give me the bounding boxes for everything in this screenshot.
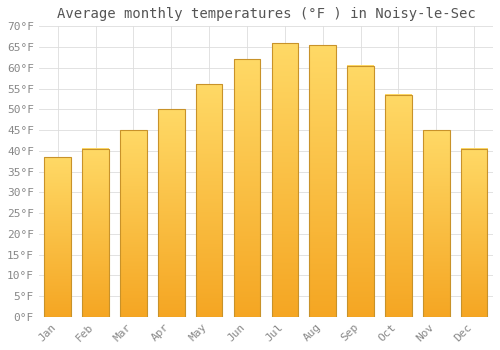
Bar [158,109,184,317]
Title: Average monthly temperatures (°F ) in Noisy-le-Sec: Average monthly temperatures (°F ) in No… [56,7,476,21]
Bar [348,66,374,317]
Bar [423,130,450,317]
Bar [44,157,71,317]
Bar [196,84,222,317]
Bar [461,149,487,317]
Bar [234,60,260,317]
Bar [120,130,146,317]
Bar [385,95,411,317]
Bar [272,43,298,317]
Bar [82,149,109,317]
Bar [310,45,336,317]
